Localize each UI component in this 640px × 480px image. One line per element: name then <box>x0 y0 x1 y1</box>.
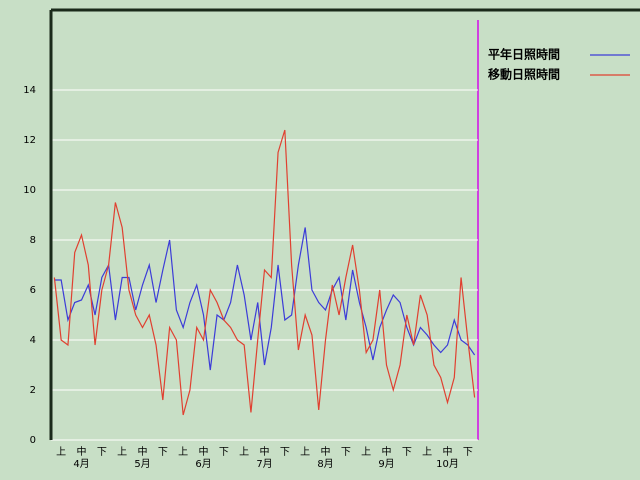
x-tick-label: 上 <box>422 446 432 458</box>
series-line <box>53 129 476 416</box>
month-label: 10月 <box>436 458 459 470</box>
x-tick-label: 下 <box>97 447 107 458</box>
month-label: 5月 <box>134 458 150 470</box>
x-tick-label: 中 <box>77 445 87 458</box>
x-tick-label: 下 <box>280 447 290 458</box>
x-tick-label: 上 <box>178 446 188 458</box>
x-tick-label: 下 <box>341 447 351 458</box>
x-tick-label: 中 <box>138 445 148 458</box>
legend-label: 移動日照時間 <box>488 67 560 82</box>
x-tick-label: 中 <box>443 445 453 458</box>
y-tick-label: 4 <box>30 335 36 346</box>
x-tick-label: 上 <box>239 446 249 458</box>
legend-label: 平年日照時間 <box>488 47 560 62</box>
y-tick-label: 8 <box>30 235 36 246</box>
y-tick-label: 10 <box>23 185 36 196</box>
x-tick-label: 下 <box>402 447 412 458</box>
x-tick-label: 上 <box>300 446 310 458</box>
month-label: 8月 <box>317 458 333 470</box>
month-label: 4月 <box>73 458 89 470</box>
month-label: 9月 <box>378 458 394 470</box>
y-tick-label: 0 <box>30 435 36 446</box>
series-line <box>54 227 476 371</box>
x-tick-label: 下 <box>219 447 229 458</box>
x-tick-label: 上 <box>56 446 66 458</box>
x-tick-label: 中 <box>382 445 392 458</box>
x-tick-label: 上 <box>361 446 371 458</box>
month-label: 6月 <box>195 458 211 470</box>
x-tick-label: 下 <box>463 447 473 458</box>
y-tick-label: 12 <box>23 135 36 146</box>
y-tick-label: 2 <box>30 385 36 396</box>
x-tick-label: 中 <box>199 445 209 458</box>
month-label: 7月 <box>256 458 272 470</box>
y-tick-label: 14 <box>23 85 36 96</box>
x-tick-label: 上 <box>117 446 127 458</box>
x-tick-label: 中 <box>260 445 270 458</box>
x-tick-label: 中 <box>321 445 331 458</box>
x-tick-label: 下 <box>158 447 168 458</box>
y-tick-label: 6 <box>30 285 36 296</box>
